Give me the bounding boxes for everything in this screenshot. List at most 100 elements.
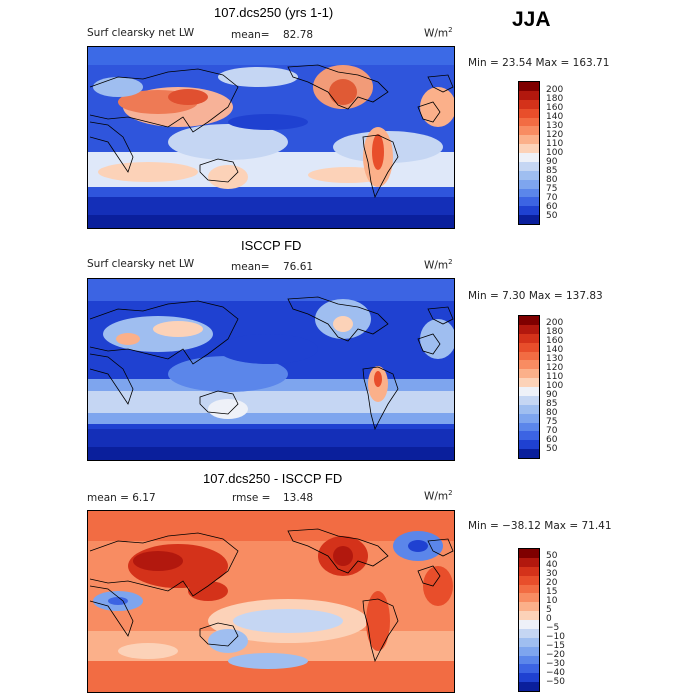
- panel-1-tick: 85: [546, 166, 558, 176]
- panel-1-tick: 100: [546, 148, 564, 158]
- panel-1-tick: 160: [546, 103, 564, 113]
- colorbar-swatch: [519, 161, 539, 171]
- panel-1-minmax: Min = 23.54 Max = 163.71: [468, 57, 610, 69]
- panel-3-tick: 20: [546, 578, 558, 588]
- panel-2-tick: 60: [546, 435, 558, 445]
- colorbar-swatch: [519, 664, 539, 674]
- season-label: JJA: [512, 8, 551, 31]
- panel-3-tick: −10: [546, 632, 565, 642]
- panel-2-colorbar: [518, 315, 540, 459]
- colorbar-swatch: [519, 360, 539, 370]
- panel-1-tick: 75: [546, 184, 558, 194]
- panel-3-tick: 0: [546, 614, 552, 624]
- panel-3-tick: −50: [546, 677, 565, 687]
- panel-3-tick: −5: [546, 623, 560, 633]
- panel-3-map: [87, 510, 455, 693]
- colorbar-swatch: [519, 170, 539, 180]
- panel-2-tick: 130: [546, 354, 564, 364]
- panel-1-colorbar: [518, 81, 540, 225]
- colorbar-swatch: [519, 440, 539, 450]
- panel-2-tick: 110: [546, 372, 564, 382]
- colorbar-swatch: [519, 566, 539, 576]
- panel-3-rmse-value: 13.48: [283, 492, 314, 504]
- colorbar-swatch: [519, 646, 539, 656]
- panel-1-tick: 110: [546, 139, 564, 149]
- panel-3-tick: 30: [546, 569, 558, 579]
- panel-1-tick: 50: [546, 211, 558, 221]
- colorbar-swatch: [519, 153, 539, 162]
- colorbar-swatch: [519, 369, 539, 379]
- colorbar-swatch: [519, 215, 539, 224]
- panel-2-mean-label: mean=: [231, 261, 270, 273]
- panel-2-tick: 100: [546, 381, 564, 391]
- colorbar-swatch: [519, 655, 539, 665]
- colorbar-swatch: [519, 333, 539, 343]
- panel-3-minmax: Min = −38.12 Max = 71.41: [468, 520, 612, 532]
- colorbar-swatch: [519, 99, 539, 109]
- colorbar-swatch: [519, 620, 539, 629]
- panel-1-tick: 80: [546, 175, 558, 185]
- panel-3-title: 107.dcs250 - ISCCP FD: [203, 471, 343, 486]
- panel-2-minmax: Min = 7.30 Max = 137.83: [468, 290, 603, 302]
- panel-2-title: ISCCP FD: [241, 238, 302, 253]
- panel-1-tick: 140: [546, 112, 564, 122]
- panel-2-mean-value: 76.61: [283, 261, 314, 273]
- colorbar-swatch: [519, 117, 539, 127]
- colorbar-swatch: [519, 316, 539, 325]
- colorbar-swatch: [519, 404, 539, 414]
- colorbar-swatch: [519, 431, 539, 441]
- panel-2-map: [87, 278, 455, 461]
- panel-2-tick: 90: [546, 390, 558, 400]
- panel-1-mean-label: mean=: [231, 29, 270, 41]
- colorbar-swatch: [519, 628, 539, 638]
- colorbar-swatch: [519, 378, 539, 387]
- panel-1-units: W/m2: [424, 26, 453, 40]
- colorbar-swatch: [519, 395, 539, 405]
- colorbar-swatch: [519, 575, 539, 585]
- panel-3-tick: 40: [546, 560, 558, 570]
- panel-3-rmse-label: rmse =: [232, 492, 271, 504]
- panel-1-mean-value: 82.78: [283, 29, 314, 41]
- colorbar-swatch: [519, 188, 539, 198]
- panel-2-tick: 85: [546, 399, 558, 409]
- panel-3-tick: −30: [546, 659, 565, 669]
- panel-2-tick: 80: [546, 408, 558, 418]
- panel-3-tick: 5: [546, 605, 552, 615]
- colorbar-swatch: [519, 682, 539, 691]
- panel-2-tick: 160: [546, 336, 564, 346]
- colorbar-swatch: [519, 135, 539, 145]
- panel-2-tick: 180: [546, 327, 564, 337]
- panel-2-tick: 200: [546, 318, 564, 328]
- panel-1-tick: 120: [546, 130, 564, 140]
- panel-1-tick: 90: [546, 157, 558, 167]
- colorbar-swatch: [519, 342, 539, 352]
- colorbar-swatch: [519, 602, 539, 612]
- panel-2-tick: 140: [546, 345, 564, 355]
- panel-1-tick: 70: [546, 193, 558, 203]
- panel-3-mean-label: mean = 6.17: [87, 492, 156, 504]
- panel-3-tick: −40: [546, 668, 565, 678]
- panel-3-units: W/m2: [424, 489, 453, 503]
- colorbar-swatch: [519, 637, 539, 647]
- panel-2-tick: 50: [546, 444, 558, 454]
- panel-3-tick: 10: [546, 596, 558, 606]
- colorbar-swatch: [519, 179, 539, 189]
- colorbar-swatch: [519, 593, 539, 603]
- panel-1-map: [87, 46, 455, 229]
- colorbar-swatch: [519, 387, 539, 396]
- colorbar-swatch: [519, 351, 539, 361]
- panel-3-tick: 50: [546, 551, 558, 561]
- colorbar-swatch: [519, 584, 539, 594]
- colorbar-swatch: [519, 197, 539, 207]
- colorbar-swatch: [519, 108, 539, 118]
- colorbar-swatch: [519, 673, 539, 683]
- panel-1-tick: 200: [546, 85, 564, 95]
- colorbar-swatch: [519, 557, 539, 567]
- panel-1-tick: 60: [546, 202, 558, 212]
- colorbar-swatch: [519, 206, 539, 216]
- colorbar-swatch: [519, 422, 539, 432]
- panel-1-variable-label: Surf clearsky net LW: [87, 27, 195, 39]
- colorbar-swatch: [519, 82, 539, 91]
- colorbar-swatch: [519, 449, 539, 458]
- panel-2-variable-label: Surf clearsky net LW: [87, 258, 195, 270]
